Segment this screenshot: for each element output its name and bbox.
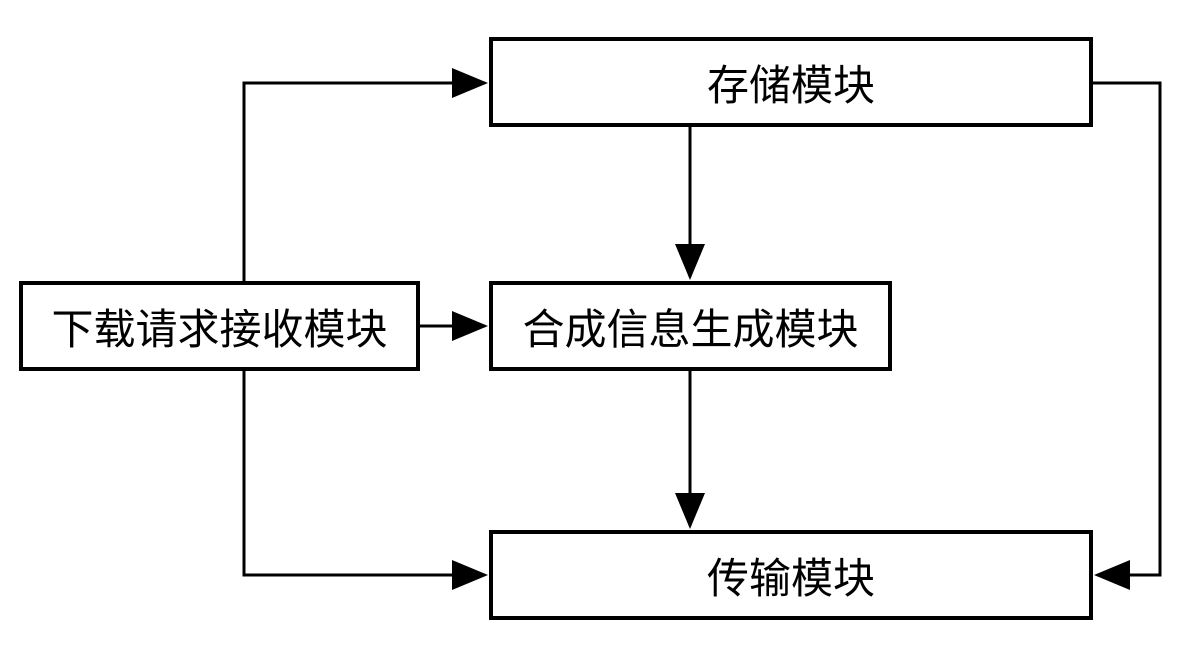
node-synthesis-label: 合成信息生成模块 <box>522 296 858 357</box>
node-transmission-label: 传输模块 <box>707 545 875 606</box>
node-download-request-label: 下载请求接收模块 <box>51 296 387 357</box>
node-storage: 存储模块 <box>489 37 1093 127</box>
edge-download-to-storage <box>244 83 485 281</box>
node-transmission: 传输模块 <box>489 530 1093 620</box>
edge-storage-to-transmission <box>1093 83 1160 575</box>
node-storage-label: 存储模块 <box>707 52 875 113</box>
node-download-request: 下载请求接收模块 <box>19 281 420 371</box>
edge-download-to-transmission <box>244 371 485 575</box>
node-synthesis: 合成信息生成模块 <box>489 281 892 371</box>
